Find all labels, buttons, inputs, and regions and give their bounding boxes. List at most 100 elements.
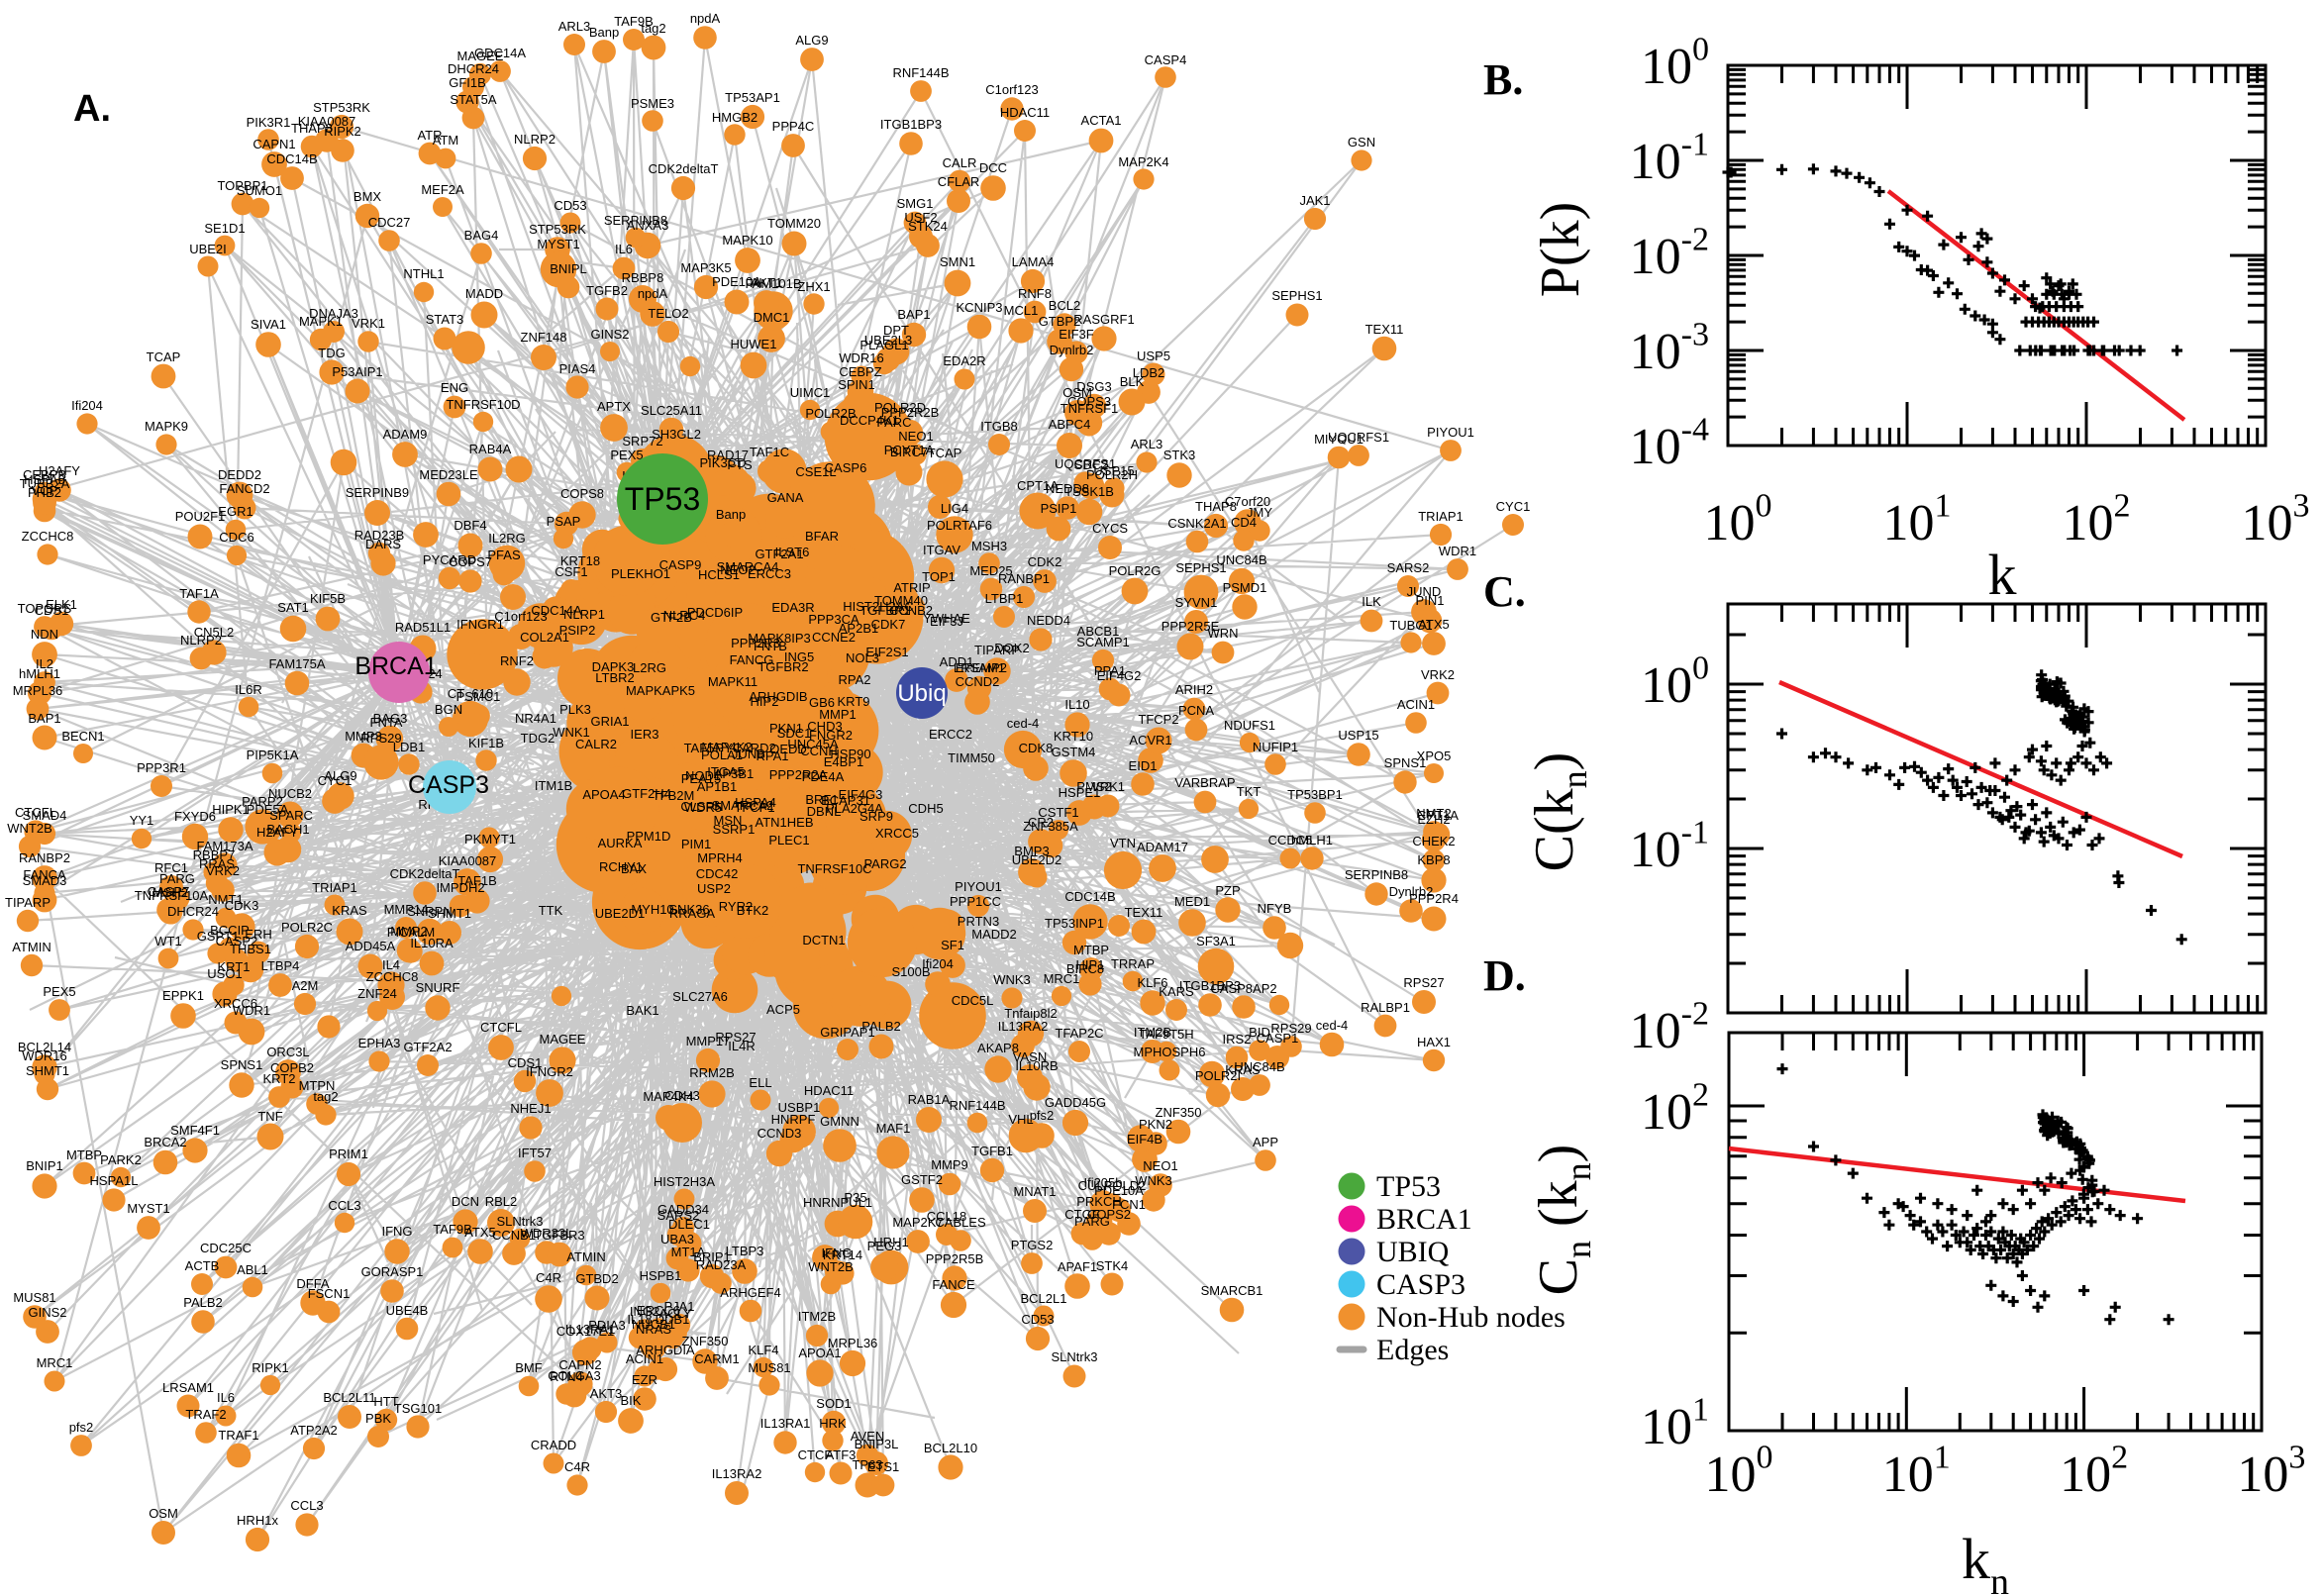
svg-text:RAD23A: RAD23A <box>696 1257 747 1272</box>
svg-text:ZHX1: ZHX1 <box>797 279 830 294</box>
svg-text:CLSPN: CLSPN <box>680 799 723 814</box>
svg-text:LTBR2: LTBR2 <box>595 670 635 685</box>
svg-text:PPP4C: PPP4C <box>772 119 815 134</box>
svg-text:MMP17: MMP17 <box>686 1034 731 1048</box>
svg-text:tag2: tag2 <box>313 1089 338 1104</box>
svg-text:PPP1CC: PPP1CC <box>950 894 1001 909</box>
svg-text:SNRPN: SNRPN <box>407 904 453 919</box>
svg-text:CT_610: CT_610 <box>448 686 493 701</box>
svg-text:NEO2: NEO2 <box>720 562 755 577</box>
svg-text:ING5: ING5 <box>784 649 814 664</box>
svg-text:WDR5: WDR5 <box>684 800 722 815</box>
svg-text:P(k): P(k) <box>1530 202 1591 297</box>
svg-text:CDK2deltaT: CDK2deltaT <box>390 866 460 881</box>
svg-text:RRAS: RRAS <box>199 856 235 871</box>
svg-text:DMC1: DMC1 <box>754 310 790 325</box>
svg-text:IFT57: IFT57 <box>518 1146 552 1160</box>
svg-text:MSN: MSN <box>714 813 743 828</box>
svg-text:SPARC: SPARC <box>269 808 313 823</box>
svg-text:DOK2: DOK2 <box>994 641 1029 655</box>
svg-text:PEX5: PEX5 <box>610 448 643 462</box>
svg-text:EDA3R: EDA3R <box>771 600 814 615</box>
svg-text:ABL1: ABL1 <box>237 1262 268 1277</box>
svg-text:MTBP: MTBP <box>1073 943 1109 957</box>
svg-text:ATN1HEB: ATN1HEB <box>756 815 814 830</box>
svg-text:HDAC11: HDAC11 <box>804 1083 854 1098</box>
svg-text:CASP6: CASP6 <box>825 460 867 475</box>
svg-text:C4R: C4R <box>564 1459 590 1474</box>
svg-text:ACIN1: ACIN1 <box>626 1351 663 1366</box>
svg-text:EZH2: EZH2 <box>1417 812 1450 827</box>
svg-text:ELK1: ELK1 <box>46 597 77 612</box>
svg-text:101: 101 <box>1641 1392 1709 1455</box>
svg-text:SMF4F1: SMF4F1 <box>170 1123 220 1138</box>
svg-text:TP53: TP53 <box>625 481 700 517</box>
svg-text:NEDD4: NEDD4 <box>1027 613 1070 628</box>
svg-text:MEF2A: MEF2A <box>421 182 464 197</box>
svg-text:MTBP: MTBP <box>66 1147 102 1162</box>
svg-text:HSPA9: HSPA9 <box>24 472 65 487</box>
svg-text:TCAP: TCAP <box>147 349 181 364</box>
svg-text:FNTB: FNTB <box>754 639 787 653</box>
svg-text:MADD: MADD <box>465 286 503 301</box>
svg-text:TUBB2A: TUBB2A <box>20 476 70 491</box>
svg-text:RPA1: RPA1 <box>757 748 789 763</box>
svg-text:PLAGL1: PLAGL1 <box>859 338 908 352</box>
svg-text:CASP3: CASP3 <box>1376 1268 1465 1301</box>
svg-text:WNT2B: WNT2B <box>808 1259 854 1274</box>
svg-text:TNF: TNF <box>257 1109 282 1124</box>
svg-text:CR2: CR2 <box>1028 815 1054 830</box>
svg-text:POLA1: POLA1 <box>701 748 743 762</box>
svg-text:CEBPB: CEBPB <box>23 467 66 482</box>
svg-text:CDC27: CDC27 <box>368 215 411 230</box>
svg-text:TEX11: TEX11 <box>1125 905 1163 920</box>
svg-text:KRT14: KRT14 <box>823 1247 862 1262</box>
svg-text:TRAF1: TRAF1 <box>218 1428 258 1443</box>
svg-text:UQCRFS1: UQCRFS1 <box>1055 456 1116 471</box>
svg-text:ARHGDIA: ARHGDIA <box>636 1343 695 1357</box>
svg-text:PKN1: PKN1 <box>769 721 803 736</box>
svg-text:PEA15: PEA15 <box>681 771 721 786</box>
svg-text:KIAA0087: KIAA0087 <box>439 853 497 868</box>
svg-text:TFAP2C: TFAP2C <box>1055 1026 1103 1041</box>
svg-text:HDAC11: HDAC11 <box>1000 105 1050 120</box>
svg-text:PPP3R1: PPP3R1 <box>137 760 186 775</box>
svg-text:TAF1B: TAF1B <box>457 873 497 888</box>
svg-text:VRK2: VRK2 <box>1421 667 1455 682</box>
svg-text:PIP5K1A: PIP5K1A <box>247 748 299 762</box>
svg-text:SMARCB1: SMARCB1 <box>1201 1283 1263 1298</box>
svg-text:WDR16: WDR16 <box>839 350 884 365</box>
svg-text:BAP1: BAP1 <box>28 711 60 726</box>
svg-text:PIM1: PIM1 <box>681 837 711 851</box>
svg-text:VASN: VASN <box>1013 1049 1047 1064</box>
svg-text:HMGB2: HMGB2 <box>712 110 758 125</box>
svg-text:SCAMP1: SCAMP1 <box>1076 635 1129 649</box>
svg-text:WNT2B: WNT2B <box>7 821 52 836</box>
svg-text:RPS29: RPS29 <box>1270 1021 1311 1036</box>
svg-text:TRIAP1: TRIAP1 <box>312 880 357 895</box>
svg-text:RAD51L1: RAD51L1 <box>395 620 451 635</box>
svg-text:FANCD2: FANCD2 <box>219 481 269 496</box>
svg-text:CSNK2A1: CSNK2A1 <box>1167 516 1226 531</box>
svg-text:KARS: KARS <box>1159 984 1194 999</box>
svg-text:EID1: EID1 <box>1129 758 1158 773</box>
svg-text:ZNF148: ZNF148 <box>521 330 567 345</box>
svg-text:NLRP2: NLRP2 <box>514 132 556 147</box>
svg-text:PIYOU1: PIYOU1 <box>1427 425 1474 440</box>
svg-text:TFCP2: TFCP2 <box>1138 712 1178 727</box>
svg-text:MAPK9: MAPK9 <box>145 419 188 434</box>
svg-text:AP1B1: AP1B1 <box>697 779 737 794</box>
svg-text:HSPB1: HSPB1 <box>640 1268 682 1283</box>
svg-text:BAG3: BAG3 <box>373 711 408 726</box>
svg-text:EIF4G2: EIF4G2 <box>1097 668 1142 683</box>
svg-text:CYC1: CYC1 <box>318 773 353 788</box>
svg-text:VHL: VHL <box>1008 1112 1033 1127</box>
svg-text:A2M: A2M <box>292 978 319 993</box>
svg-text:LTBP4: LTBP4 <box>261 958 300 973</box>
svg-text:SEPHS1: SEPHS1 <box>1175 560 1226 575</box>
svg-text:SLNtrk3: SLNtrk3 <box>1052 1349 1098 1364</box>
svg-text:MAP2K4: MAP2K4 <box>1118 154 1168 169</box>
svg-text:BCL2L1: BCL2L1 <box>1021 1291 1067 1306</box>
svg-text:GTF2A2: GTF2A2 <box>403 1040 452 1054</box>
svg-text:UNC45A: UNC45A <box>787 737 839 751</box>
